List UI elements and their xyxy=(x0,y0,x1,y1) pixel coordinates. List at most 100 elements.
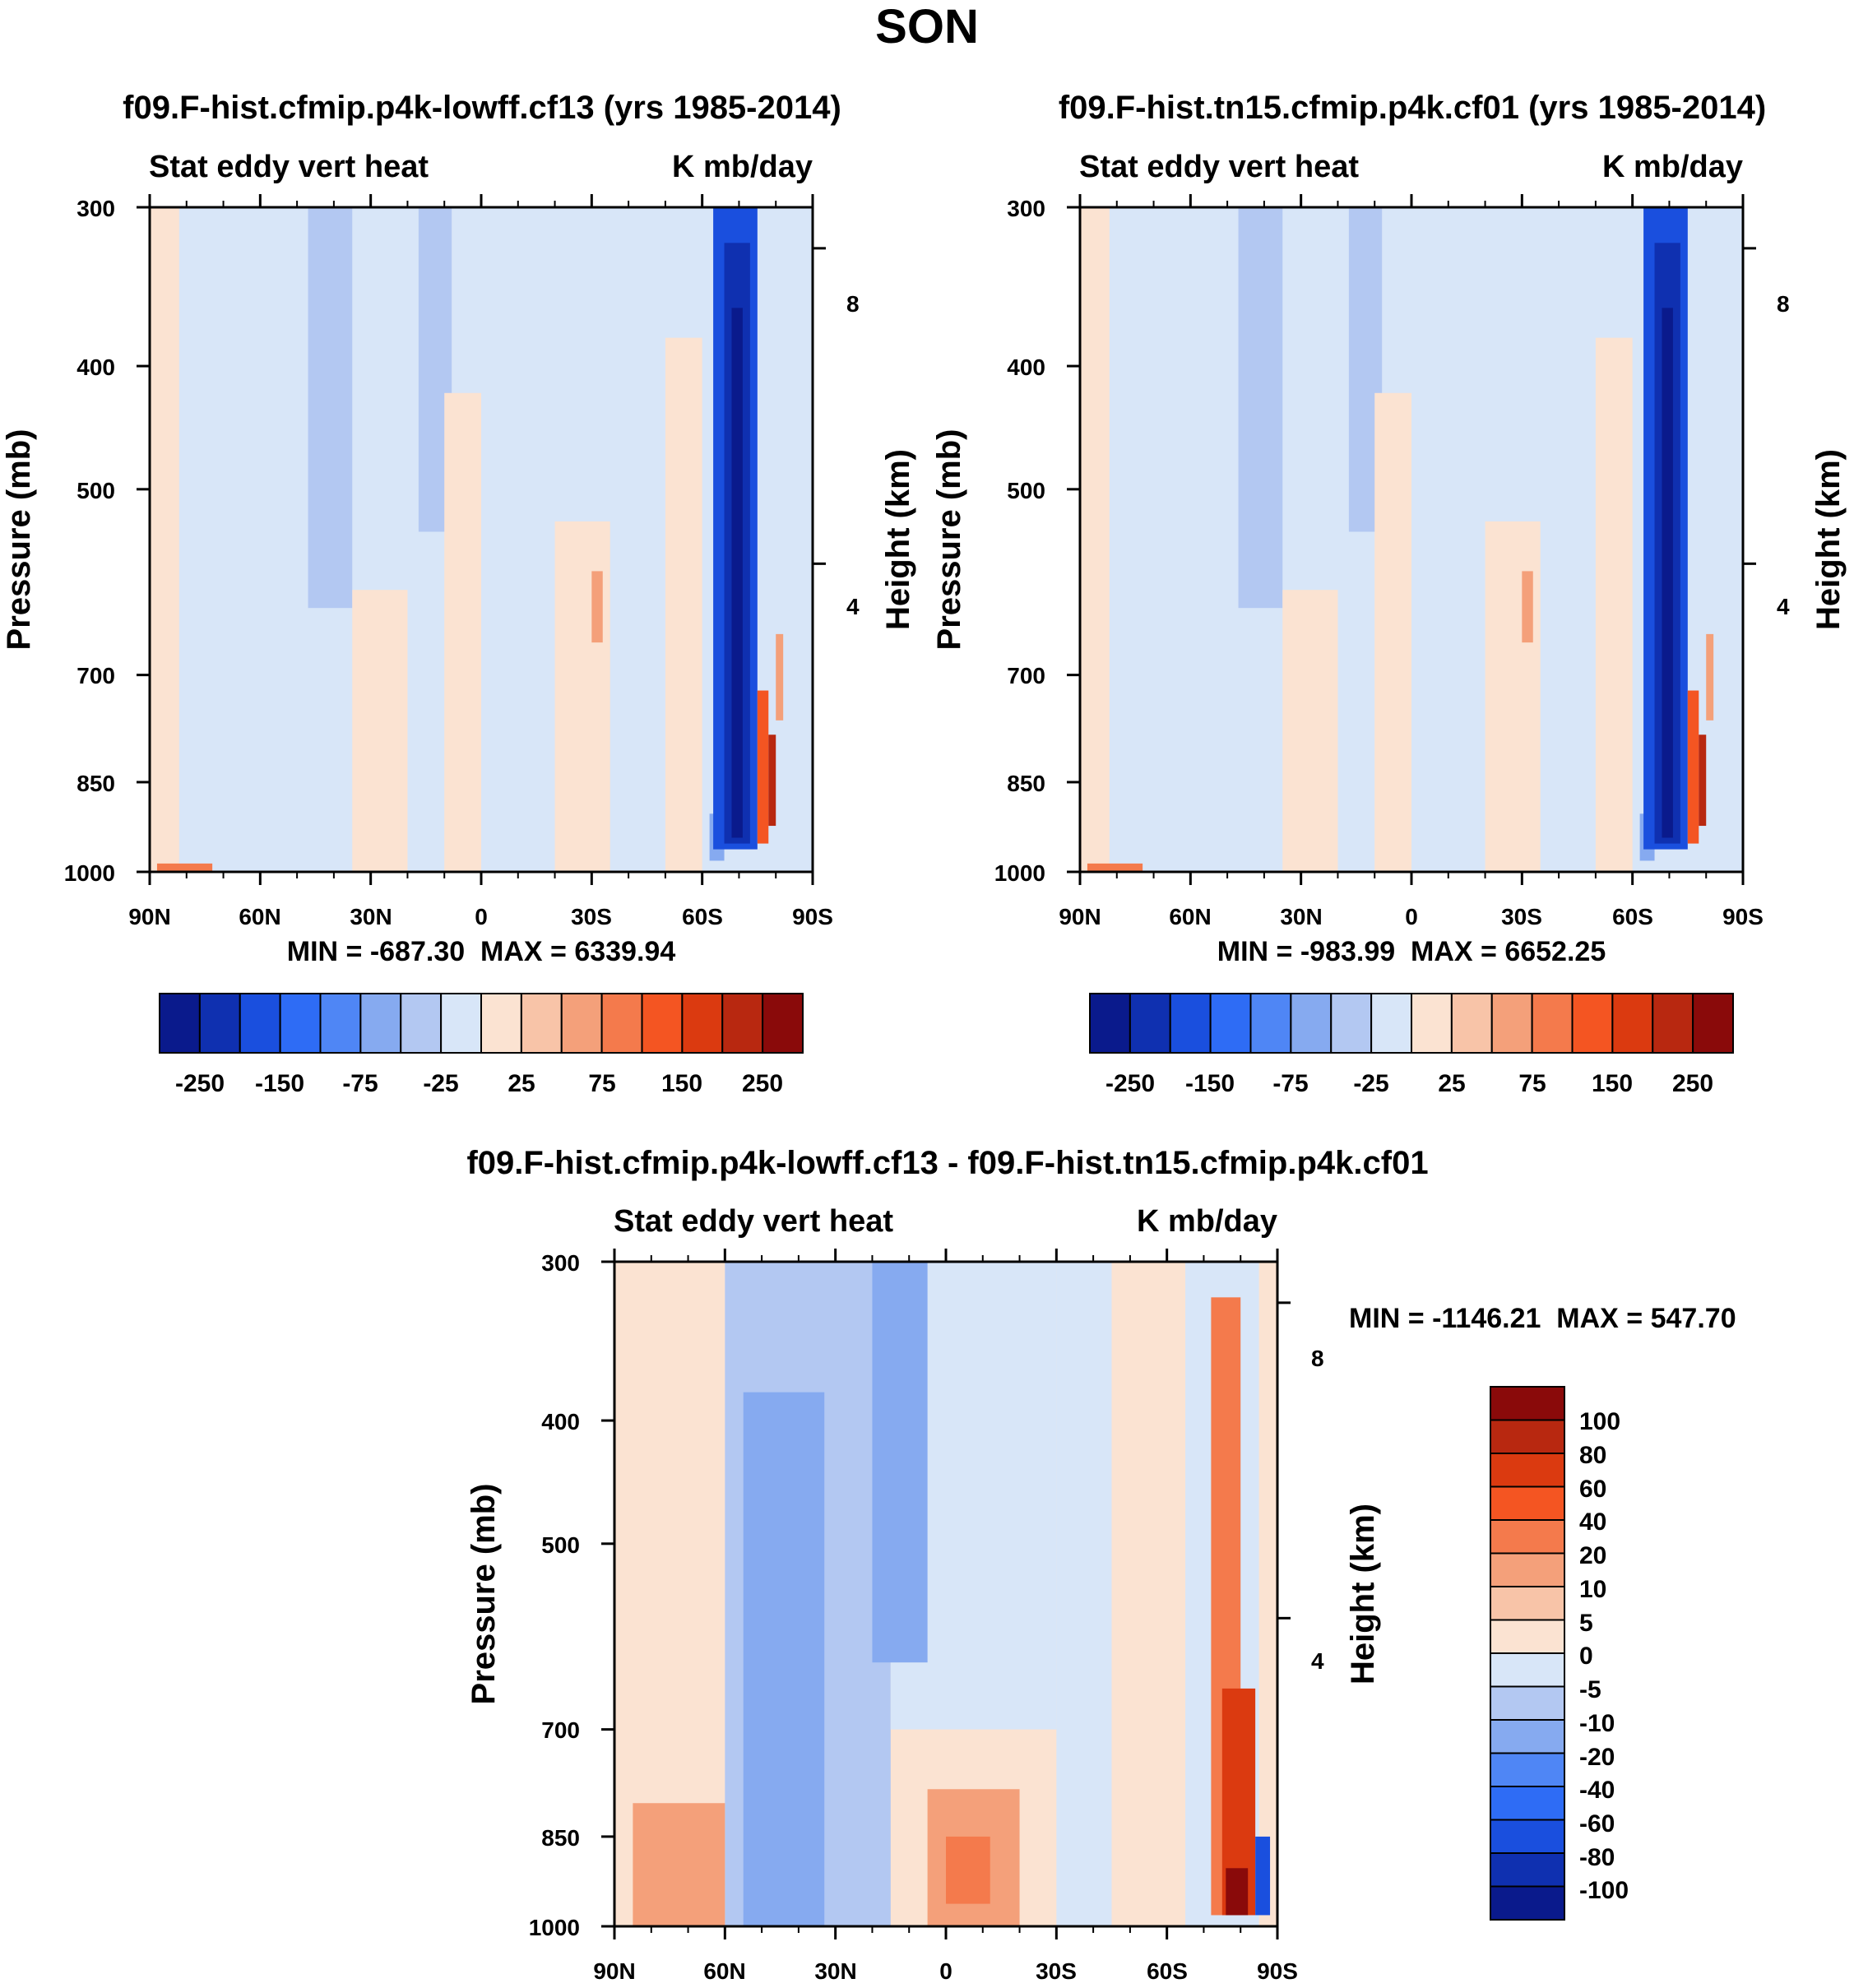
colorbar-box xyxy=(480,993,522,1054)
field-region xyxy=(1522,571,1533,643)
panel-1-ytick: 700 xyxy=(76,663,115,688)
colorbar-box xyxy=(1490,1419,1565,1454)
colorbar-label: 80 xyxy=(1579,1442,1606,1469)
panel-2-xtick: 90N xyxy=(1059,904,1101,929)
colorbar-box xyxy=(1652,993,1694,1054)
colorbar-box xyxy=(520,993,563,1054)
colorbar-label: 75 xyxy=(1518,1070,1546,1097)
colorbar-label: 150 xyxy=(661,1070,702,1097)
panel-1-xtick: 60N xyxy=(239,904,280,929)
panel-2-xtick: 30N xyxy=(1280,904,1322,929)
figure-title: SON xyxy=(875,0,979,53)
panel-2-ytick: 500 xyxy=(1007,478,1045,503)
colorbar-label: -60 xyxy=(1579,1810,1615,1837)
colorbar-label: 5 xyxy=(1579,1610,1593,1637)
panel-1-xtick: 90S xyxy=(792,904,833,929)
colorbar-label: 250 xyxy=(1672,1070,1713,1097)
colorbar-box xyxy=(1249,993,1292,1054)
colorbar-box xyxy=(1330,993,1373,1054)
colorbar-box xyxy=(681,993,724,1054)
colorbar-box xyxy=(1209,993,1252,1054)
colorbar-box xyxy=(1490,1453,1565,1488)
panel-2-xtick: 60N xyxy=(1169,904,1211,929)
colorbar-box xyxy=(1129,993,1171,1054)
colorbar-label: -75 xyxy=(342,1070,378,1097)
field-region xyxy=(1226,1868,1249,1916)
colorbar-label: 10 xyxy=(1579,1576,1606,1603)
colorbar-label: -75 xyxy=(1272,1070,1308,1097)
panel-1-ytick-right: 8 xyxy=(846,291,860,317)
colorbar-box xyxy=(1490,1719,1565,1754)
panel-3-ticks xyxy=(601,1249,1291,1939)
field-region xyxy=(1056,1262,1112,1926)
panel-2-colorbar xyxy=(1089,993,1734,1054)
colorbar-box xyxy=(1490,1552,1565,1587)
colorbar-box xyxy=(159,993,201,1054)
panel-1-xtick: 60S xyxy=(682,904,723,929)
panel-3-ytick: 850 xyxy=(541,1825,580,1851)
panel-2-xtick: 0 xyxy=(1405,904,1418,929)
panel-3-field xyxy=(614,1262,1277,1926)
panel-3-ytick: 400 xyxy=(541,1409,580,1434)
panel-3-xtick: 60S xyxy=(1147,1958,1188,1984)
field-region xyxy=(1238,207,1283,609)
panel-3-ytick: 700 xyxy=(541,1717,580,1743)
panel-3-stats: MIN = -1146.21 MAX = 547.70 xyxy=(1349,1303,1736,1334)
field-region xyxy=(444,392,481,872)
panel-2-ytick: 850 xyxy=(1007,771,1045,796)
panel-2-ytick: 400 xyxy=(1007,355,1045,380)
colorbar-box xyxy=(400,993,443,1054)
panel-2-ytick: 1000 xyxy=(994,860,1045,886)
panel-3-colorbar xyxy=(1490,1386,1565,1921)
panel-2-field xyxy=(1080,207,1743,873)
panel-1-xtick: 0 xyxy=(475,904,488,929)
panel-1-ytick: 300 xyxy=(76,196,115,221)
panel-3-title: f09.F-hist.cfmip.p4k-lowff.cf13 - f09.F-… xyxy=(466,1145,1428,1181)
panel-1-ytick: 500 xyxy=(76,478,115,503)
panel-3-right-label: K mb/day xyxy=(1137,1204,1277,1239)
colorbar-label: -150 xyxy=(255,1070,304,1097)
panel-2-ticks xyxy=(1067,194,1756,885)
colorbar-box xyxy=(1490,1885,1565,1921)
panel-2-ylabel-right: Height (km) xyxy=(1810,449,1847,630)
colorbar-box xyxy=(1490,1752,1565,1787)
colorbar-box xyxy=(1290,993,1333,1054)
field-region xyxy=(1595,337,1633,873)
field-region xyxy=(1111,1262,1186,1926)
colorbar-box xyxy=(1571,993,1614,1054)
colorbar-label: 250 xyxy=(742,1070,783,1097)
colorbar-box xyxy=(600,993,643,1054)
colorbar-label: -150 xyxy=(1185,1070,1235,1097)
colorbar-label: 20 xyxy=(1579,1542,1606,1569)
panel-3-xtick: 30S xyxy=(1036,1958,1077,1984)
panel-1-ytick: 400 xyxy=(76,355,115,380)
panel-3-left-label: Stat eddy vert heat xyxy=(614,1204,893,1239)
colorbar-box xyxy=(1611,993,1654,1054)
field-region xyxy=(1687,690,1699,844)
colorbar-label: 25 xyxy=(508,1070,535,1097)
panel-1-colorbar xyxy=(159,993,804,1054)
field-region xyxy=(156,863,213,872)
colorbar-label: 100 xyxy=(1579,1408,1620,1435)
field-region xyxy=(872,1262,928,1663)
colorbar-box xyxy=(1692,993,1734,1054)
panel-2-xtick: 90S xyxy=(1722,904,1764,929)
panel-1-ytick: 850 xyxy=(76,771,115,796)
colorbar-box xyxy=(1490,1485,1565,1521)
panel-1-ytick: 1000 xyxy=(64,860,115,886)
colorbar-box xyxy=(1490,993,1533,1054)
field-region xyxy=(633,1803,725,1926)
panel-2-stats: MIN = -983.99 MAX = 6652.25 xyxy=(1217,936,1606,967)
colorbar-box xyxy=(1531,993,1574,1054)
colorbar-box xyxy=(1490,1586,1565,1621)
colorbar-label: -10 xyxy=(1579,1710,1615,1737)
colorbar-box xyxy=(1490,1685,1565,1721)
panel-3-ylabel: Pressure (mb) xyxy=(466,1484,502,1705)
colorbar-box xyxy=(1490,1819,1565,1854)
panel-2: f09.F-hist.tn15.cfmip.p4k.cf01 (yrs 1985… xyxy=(931,90,1847,1097)
panel-1-ylabel-right: Height (km) xyxy=(880,449,916,630)
colorbar-label: -5 xyxy=(1579,1676,1601,1703)
field-region xyxy=(743,1392,825,1926)
field-region xyxy=(150,207,179,872)
panel-1-ylabel: Pressure (mb) xyxy=(1,429,37,651)
